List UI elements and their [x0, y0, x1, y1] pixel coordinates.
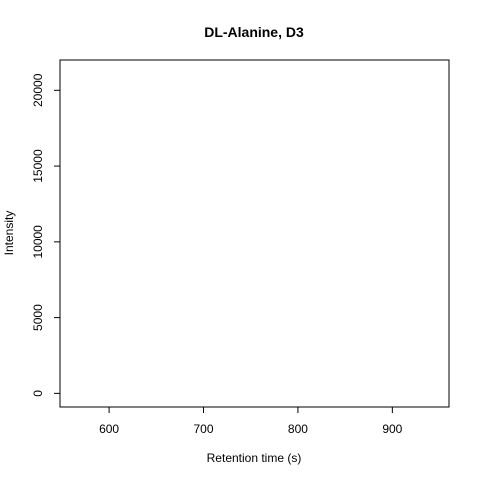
- plot-frame: [59, 59, 450, 408]
- chart-title: DL-Alanine, D3: [204, 24, 304, 40]
- y-axis-label: Intensity: [2, 211, 16, 256]
- y-tick-label: 0: [31, 390, 45, 397]
- x-tick-label: 600: [99, 422, 119, 436]
- x-tick-label: 800: [288, 422, 308, 436]
- x-axis-label: Retention time (s): [207, 451, 302, 465]
- y-axis: 0 5000 10000 15000 20000: [31, 73, 60, 397]
- y-tick-label: 20000: [31, 73, 45, 107]
- x-tick-label: 700: [193, 422, 213, 436]
- y-tick-label: 5000: [31, 304, 45, 331]
- y-tick-label: 10000: [31, 225, 45, 259]
- x-tick-label: 900: [382, 422, 402, 436]
- x-axis: 600 700 800 900: [99, 407, 403, 436]
- y-tick-label: 15000: [31, 149, 45, 183]
